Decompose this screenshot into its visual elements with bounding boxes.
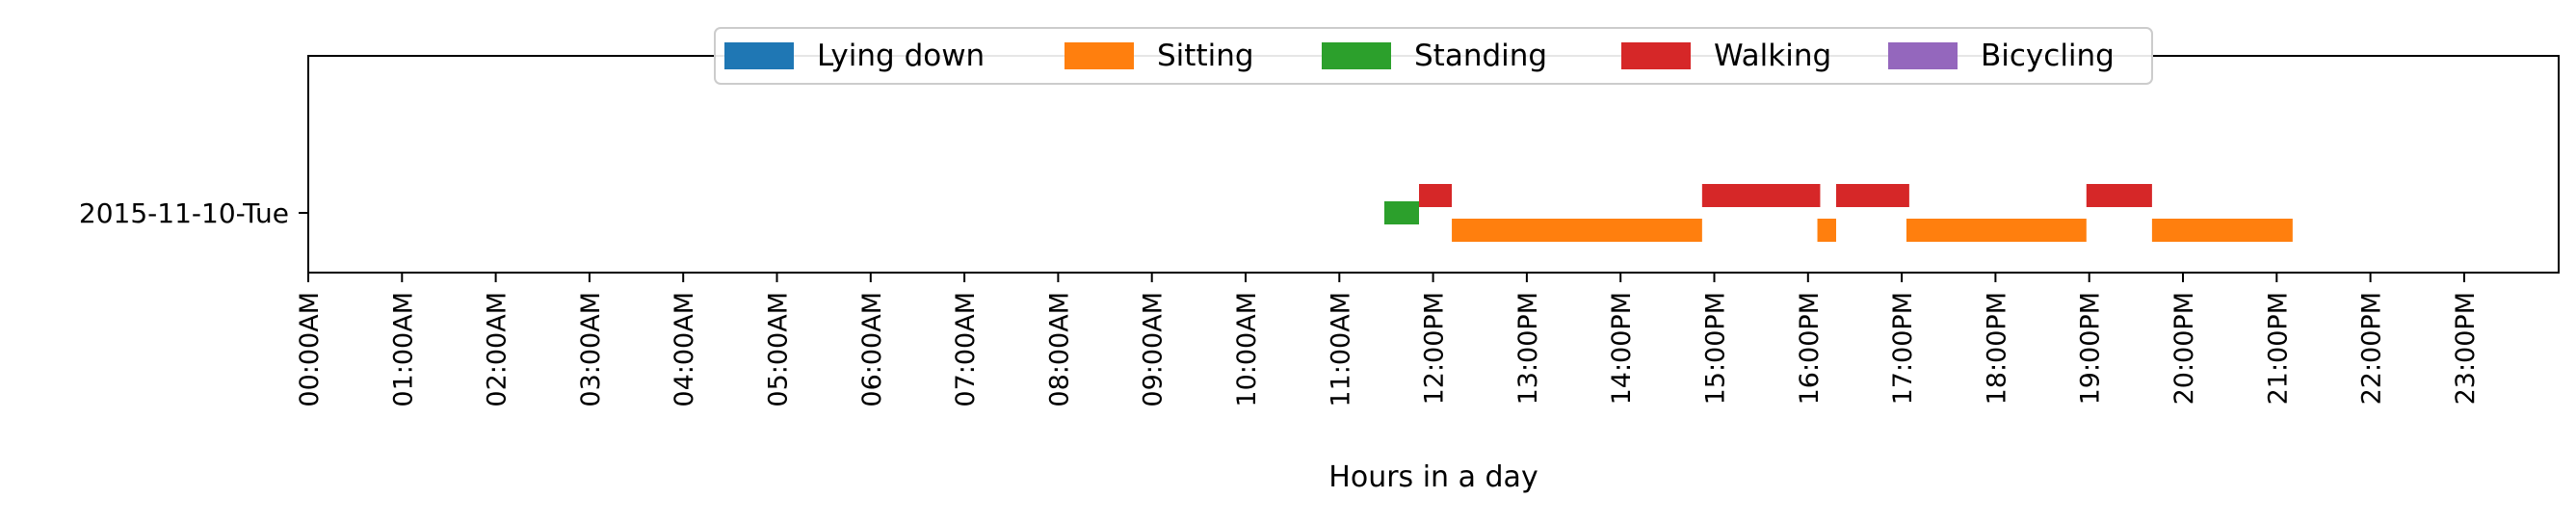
- legend-label: Walking: [1714, 39, 1831, 73]
- x-tick-label: 07:00AM: [951, 292, 981, 407]
- x-tick-label: 04:00AM: [670, 292, 699, 407]
- legend-label: Bicycling: [1981, 39, 2115, 73]
- bar-standing-0: [1384, 201, 1420, 224]
- x-tick-label: 01:00AM: [388, 292, 418, 407]
- legend-swatch-standing: [1322, 42, 1391, 69]
- legend-label: Lying down: [817, 39, 985, 73]
- x-tick-label: 00:00AM: [295, 292, 325, 407]
- bar-walking-1: [1701, 184, 1821, 207]
- x-tick-label: 17:00PM: [1888, 292, 1918, 405]
- bars-layer: [1384, 184, 2293, 242]
- x-tick-label: 15:00PM: [1701, 292, 1731, 405]
- x-tick-label: 22:00PM: [2357, 292, 2387, 405]
- x-tick-label: 21:00PM: [2263, 292, 2293, 405]
- legend-swatch-walking: [1621, 42, 1691, 69]
- x-tick-label: 20:00PM: [2169, 292, 2199, 405]
- x-tick-label: 19:00PM: [2076, 292, 2106, 405]
- bar-walking-0: [1419, 184, 1453, 207]
- x-tick-label: 16:00PM: [1795, 292, 1825, 405]
- x-tick-label: 12:00PM: [1420, 292, 1450, 405]
- x-tick-label: 11:00AM: [1326, 292, 1355, 407]
- y-axis: 2015-11-10-Tue: [79, 197, 308, 229]
- x-tick-label: 10:00AM: [1232, 292, 1262, 407]
- legend-frame: [714, 27, 2153, 85]
- legend-label: Standing: [1414, 39, 1547, 73]
- y-tick-label: 2015-11-10-Tue: [79, 197, 289, 229]
- bar-sitting-2: [1906, 219, 2087, 242]
- x-tick-label: 06:00AM: [857, 292, 887, 407]
- x-tick-label: 08:00AM: [1044, 292, 1074, 407]
- legend-label: Sitting: [1157, 39, 1254, 73]
- x-tick-label: 13:00PM: [1513, 292, 1543, 405]
- legend-swatch-lying-down: [724, 42, 794, 69]
- x-tick-label: 03:00AM: [576, 292, 606, 407]
- legend-swatch-bicycling: [1888, 42, 1958, 69]
- legend: Lying down Sitting Standing Walking Bicyclin…: [714, 27, 2153, 85]
- bar-walking-2: [1835, 184, 1909, 207]
- x-axis-label: Hours in a day: [1328, 460, 1538, 494]
- x-tick-label: 05:00AM: [764, 292, 794, 407]
- x-axis: 00:00AM 01:00AM 02:00AM 03:00AM 04:00AM 05:00…: [295, 273, 2481, 407]
- bar-walking-3: [2086, 184, 2152, 207]
- x-tick-label: 09:00AM: [1139, 292, 1169, 407]
- legend-swatch-sitting: [1065, 42, 1134, 69]
- bar-sitting-3: [2151, 219, 2293, 242]
- x-tick-label: 23:00PM: [2451, 292, 2481, 405]
- bar-sitting-1: [1817, 219, 1836, 242]
- x-tick-label: 18:00PM: [1982, 292, 2011, 405]
- x-tick-label: 02:00AM: [483, 292, 513, 407]
- bar-sitting-0: [1452, 219, 1702, 242]
- x-tick-label: 14:00PM: [1607, 292, 1637, 405]
